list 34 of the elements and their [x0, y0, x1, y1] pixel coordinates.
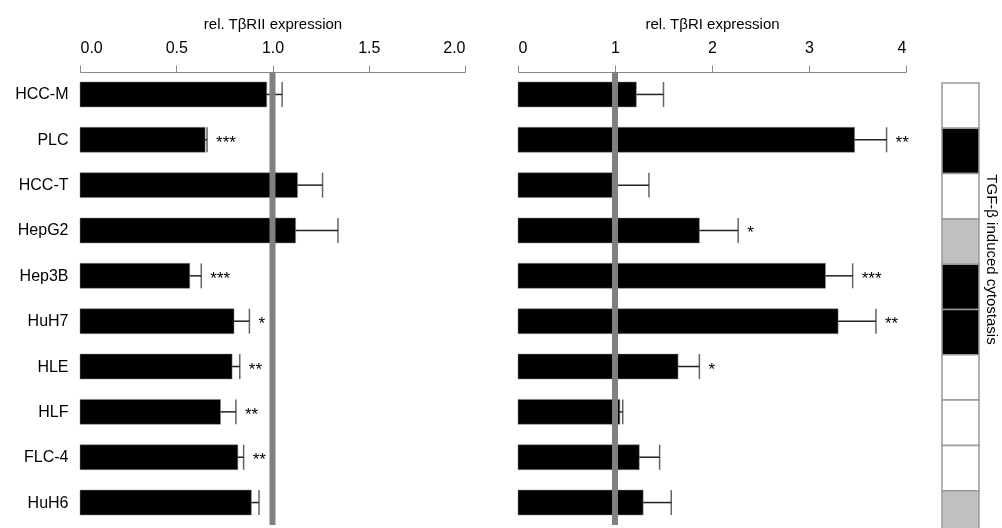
- x-tick-label: 1: [611, 38, 621, 56]
- y-tick-label: HepG2: [17, 221, 69, 239]
- x-tick-label: 0.0: [80, 38, 103, 56]
- annotation: **: [244, 404, 259, 424]
- x-tick-label: 0: [518, 38, 528, 56]
- x-axis-title: rel. TβRI expression: [645, 14, 780, 32]
- x-tick-label: 1.5: [358, 38, 381, 56]
- annotation: ***: [210, 268, 231, 288]
- annotation: *: [258, 314, 266, 334]
- annotation: ***: [861, 268, 882, 288]
- x-tick-label: 1.0: [261, 38, 285, 56]
- y-tick-label: HuH6: [27, 493, 69, 511]
- annotation: *: [747, 223, 755, 243]
- annotation: **: [895, 132, 910, 152]
- y-tick-label: HuH7: [27, 312, 69, 330]
- y-tick-label: PLC: [37, 130, 69, 148]
- x-axis-title: rel. TβRII expression: [203, 14, 343, 32]
- x-tick-label: 2.0: [443, 38, 466, 56]
- annotation: *: [708, 359, 716, 379]
- y-tick-label: HCC-T: [18, 176, 69, 194]
- y-tick-label: Hep3B: [19, 266, 69, 284]
- x-tick-label: 2: [708, 38, 718, 56]
- annotation: **: [248, 359, 263, 379]
- y-tick-label: HCC-M: [15, 85, 69, 103]
- y-tick-label: HLF: [38, 402, 69, 420]
- annotation: **: [252, 450, 267, 470]
- x-tick-label: 3: [805, 38, 815, 56]
- x-tick-label: 4: [897, 38, 907, 56]
- y-tick-label: FLC-4: [24, 448, 69, 466]
- y-tick-label: HLE: [37, 357, 69, 375]
- x-tick-label: 0.5: [165, 38, 188, 56]
- annotation: **: [884, 314, 899, 334]
- text: TGF-β induced cytostasis: [983, 174, 1001, 345]
- annotation: ***: [216, 132, 237, 152]
